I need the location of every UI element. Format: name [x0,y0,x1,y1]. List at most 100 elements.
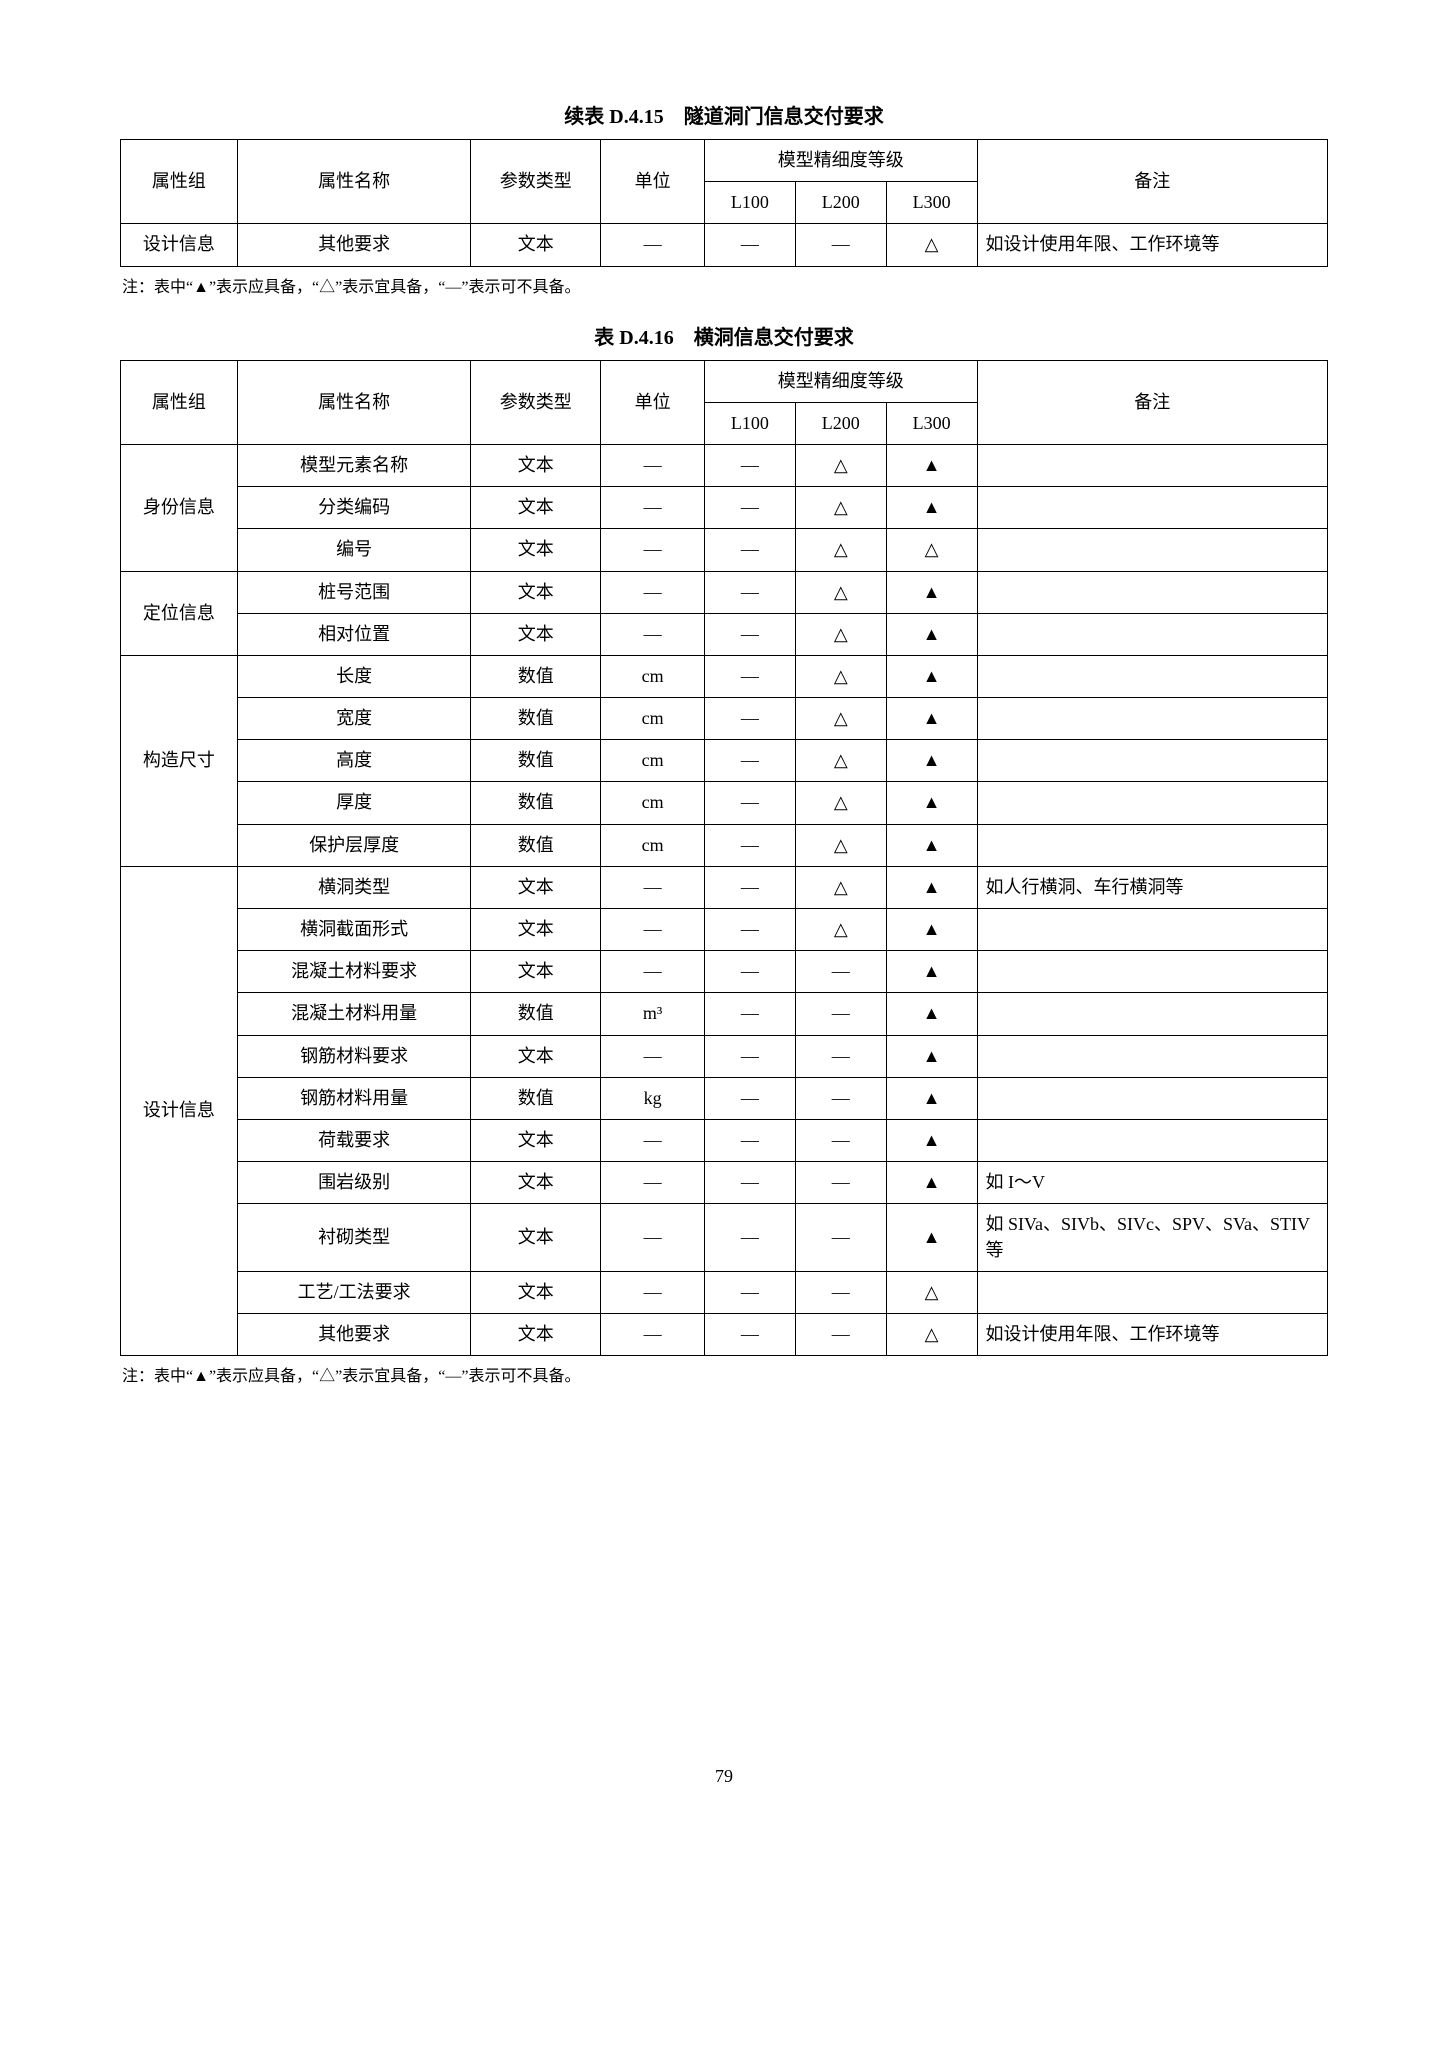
th-l200: L200 [795,182,886,224]
table1-caption: 续表 D.4.15 隧道洞门信息交付要求 [120,100,1328,129]
table2-footnote: 注：表中“▲”表示应具备，“△”表示宜具备，“—”表示可不具备。 [122,1362,1328,1386]
th-name: 属性名称 [237,360,471,444]
table-cell: ▲ [886,1119,977,1161]
table-cell [977,740,1327,782]
table-cell [977,698,1327,740]
table-cell: 数值 [471,824,601,866]
table-cell: 模型元素名称 [237,444,471,486]
table-cell: — [795,1271,886,1313]
table-cell: 数值 [471,1077,601,1119]
table-cell: △ [795,487,886,529]
table-cell: △ [886,224,977,266]
th-note: 备注 [977,360,1327,444]
table-cell: ▲ [886,1077,977,1119]
table-cell [977,782,1327,824]
table-cell: — [601,1271,705,1313]
table-cell: — [704,993,795,1035]
table-row: 编号文本——△△ [121,529,1328,571]
table-cell: — [704,487,795,529]
table-cell: ▲ [886,571,977,613]
th-level-group: 模型精细度等级 [704,140,977,182]
table-row: 工艺/工法要求文本———△ [121,1271,1328,1313]
table-cell: △ [795,782,886,824]
table-cell: ▲ [886,655,977,697]
table-cell: ▲ [886,613,977,655]
table-cell: — [704,1077,795,1119]
table-cell: ▲ [886,951,977,993]
table-cell: △ [795,866,886,908]
table-cell: 如 SIVa、SIVb、SIVc、SPV、SVa、STIV 等 [977,1204,1327,1271]
th-note: 备注 [977,140,1327,224]
th-name: 属性名称 [237,140,471,224]
table1-head: 属性组 属性名称 参数类型 单位 模型精细度等级 备注 L100 L200 L3… [121,140,1328,224]
table-cell: — [795,1077,886,1119]
table-cell: — [601,487,705,529]
th-ptype: 参数类型 [471,360,601,444]
table-row: 钢筋材料用量数值kg——▲ [121,1077,1328,1119]
table-cell: 长度 [237,655,471,697]
table-cell [977,571,1327,613]
table-row: 衬砌类型文本———▲如 SIVa、SIVb、SIVc、SPV、SVa、STIV … [121,1204,1328,1271]
table-row: 厚度数值cm—△▲ [121,782,1328,824]
table-row: 相对位置文本——△▲ [121,613,1328,655]
table-cell: 钢筋材料要求 [237,1035,471,1077]
table-cell: — [704,444,795,486]
table-cell: — [795,1204,886,1271]
table-cell: — [795,1313,886,1355]
table-cell [977,1077,1327,1119]
table-cell: — [795,1035,886,1077]
table-cell [977,529,1327,571]
table-row: 定位信息桩号范围文本——△▲ [121,571,1328,613]
table-cell: 如设计使用年限、工作环境等 [977,224,1327,266]
table-row: 身份信息模型元素名称文本——△▲ [121,444,1328,486]
table-row: 设计信息其他要求文本———△如设计使用年限、工作环境等 [121,224,1328,266]
table-cell: 工艺/工法要求 [237,1271,471,1313]
table-cell: ▲ [886,909,977,951]
table-row: 横洞截面形式文本——△▲ [121,909,1328,951]
th-l300: L300 [886,182,977,224]
table-cell [977,655,1327,697]
table-cell: △ [886,1313,977,1355]
table-cell [977,1035,1327,1077]
table-cell: △ [795,824,886,866]
table-cell: — [704,1119,795,1161]
table-row: 宽度数值cm—△▲ [121,698,1328,740]
table-cell: ▲ [886,782,977,824]
table-cell: 文本 [471,613,601,655]
table-cell: ▲ [886,1162,977,1204]
table-cell: ▲ [886,1035,977,1077]
table-cell: △ [795,740,886,782]
table-cell: 数值 [471,655,601,697]
table-row: 混凝土材料用量数值m³——▲ [121,993,1328,1035]
table-cell: — [704,1271,795,1313]
table-cell: cm [601,782,705,824]
table-cell: — [704,740,795,782]
table2-head: 属性组 属性名称 参数类型 单位 模型精细度等级 备注 L100 L200 L3… [121,360,1328,444]
table-cell: 文本 [471,1313,601,1355]
table-cell: 如 I～V [977,1162,1327,1204]
table-cell: cm [601,824,705,866]
table-cell: 文本 [471,1119,601,1161]
table-cell: 如人行横洞、车行横洞等 [977,866,1327,908]
table-cell: ▲ [886,824,977,866]
table-cell: — [601,613,705,655]
table-cell: 荷载要求 [237,1119,471,1161]
th-level-group: 模型精细度等级 [704,360,977,402]
table-cell: 文本 [471,951,601,993]
table-cell: 衬砌类型 [237,1204,471,1271]
table-cell: — [704,909,795,951]
table-cell: 混凝土材料要求 [237,951,471,993]
table-cell: 数值 [471,782,601,824]
table-cell: — [601,529,705,571]
table-cell: — [601,224,705,266]
table-cell: — [601,1035,705,1077]
table-cell: — [704,1313,795,1355]
table-cell: — [704,951,795,993]
table-cell: m³ [601,993,705,1035]
table2-body: 身份信息模型元素名称文本——△▲分类编码文本——△▲编号文本——△△定位信息桩号… [121,444,1328,1355]
table-row: 设计信息横洞类型文本——△▲如人行横洞、车行横洞等 [121,866,1328,908]
table-cell: — [704,529,795,571]
table-cell: 分类编码 [237,487,471,529]
table-cell: 相对位置 [237,613,471,655]
table-cell: ▲ [886,1204,977,1271]
